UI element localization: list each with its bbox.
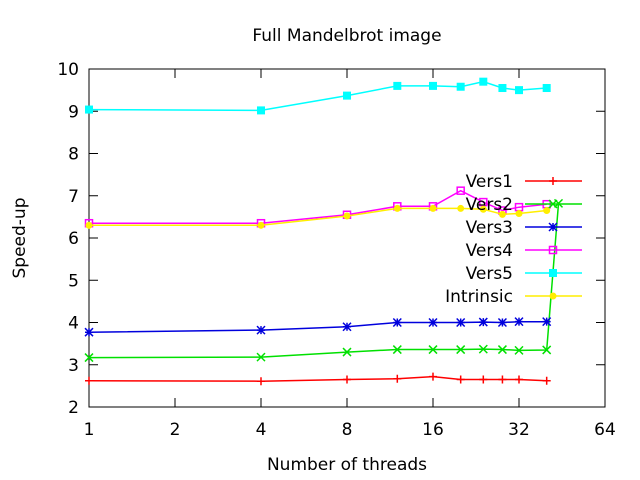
- data-point-intrinsic: [343, 212, 351, 220]
- data-point-vers1: [456, 375, 465, 384]
- x-tick-label: 4: [256, 420, 267, 440]
- data-point-vers5: [456, 82, 465, 91]
- y-tick-label: 2: [68, 398, 79, 418]
- data-point-intrinsic: [393, 204, 401, 212]
- data-point-vers1: [429, 372, 437, 381]
- data-point-intrinsic: [498, 210, 506, 218]
- data-point-intrinsic: [457, 204, 465, 212]
- data-point-vers1: [393, 374, 402, 383]
- legend-label-vers5: Vers5: [466, 264, 513, 284]
- data-point-vers5: [498, 84, 507, 93]
- series-line-vers1: [88, 375, 547, 382]
- legend-marker-vers3: [548, 222, 558, 232]
- data-point-vers2: [514, 345, 524, 355]
- data-point-vers5: [85, 105, 93, 114]
- series-line-vers3: [88, 320, 547, 333]
- data-point-vers2: [542, 345, 552, 355]
- data-series: [84, 77, 564, 386]
- data-point-vers3: [478, 317, 488, 327]
- data-point-vers5: [479, 77, 488, 86]
- legend-label-vers3: Vers3: [466, 218, 513, 238]
- data-point-vers5: [429, 81, 437, 90]
- plot-frame: [88, 68, 606, 408]
- legend-marker-intrinsic: [549, 292, 557, 300]
- data-point-vers1: [343, 375, 351, 384]
- chart-title: Full Mandelbrot image: [252, 26, 441, 46]
- y-tick-label: 5: [68, 271, 79, 291]
- data-point-vers3: [84, 327, 94, 337]
- data-point-intrinsic: [543, 207, 551, 215]
- x-tick-label: 16: [422, 420, 444, 440]
- series-line-vers5: [88, 80, 547, 112]
- data-point-intrinsic: [479, 205, 487, 213]
- data-point-intrinsic: [257, 221, 265, 229]
- data-point-vers1: [542, 376, 551, 385]
- series-intrinsic: [85, 204, 551, 229]
- data-point-vers3: [428, 317, 438, 328]
- legend-label-vers4: Vers4: [466, 241, 513, 261]
- data-point-vers2: [392, 345, 402, 355]
- data-point-vers3: [514, 317, 524, 327]
- data-point-vers3: [342, 322, 352, 332]
- data-point-intrinsic: [515, 209, 523, 217]
- y-tick-label: 6: [68, 229, 79, 249]
- data-point-vers2: [478, 344, 488, 354]
- data-point-intrinsic: [429, 204, 437, 212]
- data-point-vers3: [542, 317, 552, 327]
- series-vers5: [85, 77, 551, 115]
- data-point-vers5: [515, 86, 523, 95]
- data-point-vers1: [257, 377, 265, 386]
- data-point-vers2: [342, 347, 352, 357]
- x-tick-label: 1: [84, 420, 95, 440]
- data-point-vers3: [392, 317, 402, 328]
- series-line-vers4: [89, 189, 547, 224]
- data-point-vers2: [256, 352, 266, 362]
- data-point-vers2: [84, 353, 94, 363]
- legend-label-intrinsic: Intrinsic: [445, 287, 513, 307]
- series-line-intrinsic: [89, 207, 547, 227]
- x-tick-label: 64: [594, 420, 616, 440]
- legend-marker-vers4: [548, 245, 558, 255]
- data-point-vers1: [479, 375, 488, 384]
- data-point-vers1: [498, 375, 507, 384]
- legend-label-vers2: Vers2: [466, 195, 513, 215]
- data-point-vers3: [256, 325, 266, 335]
- data-point-vers4: [456, 186, 465, 195]
- data-point-vers2: [456, 345, 466, 355]
- data-point-vers2: [428, 345, 438, 355]
- y-tick-label: 4: [68, 314, 79, 334]
- series-vers1: [85, 372, 551, 386]
- legend-marker-vers5: [549, 269, 557, 277]
- x-tick-label: 2: [170, 420, 181, 440]
- series-vers3: [84, 317, 552, 337]
- data-point-vers1: [85, 376, 93, 385]
- data-point-vers5: [257, 106, 265, 115]
- x-tick-label: 8: [342, 420, 353, 440]
- series-vers2: [84, 198, 564, 363]
- data-point-vers5: [542, 84, 551, 93]
- data-point-intrinsic: [85, 221, 93, 229]
- legend-marker-vers1: [549, 177, 557, 185]
- data-point-vers1: [515, 375, 523, 384]
- data-point-vers2: [497, 345, 507, 355]
- data-point-vers5: [393, 81, 402, 90]
- legend-label-vers1: Vers1: [466, 172, 513, 192]
- legend-marker-vers2: [548, 199, 558, 209]
- data-point-vers3: [497, 317, 507, 328]
- y-tick-label: 9: [68, 102, 79, 122]
- y-tick-label: 3: [68, 356, 79, 376]
- y-tick-label: 8: [68, 145, 79, 165]
- data-point-vers4: [479, 197, 488, 207]
- x-axis-label: Number of threads: [267, 455, 427, 475]
- data-point-vers3: [456, 317, 466, 328]
- y-tick-label: 7: [68, 187, 79, 207]
- legend: Vers1 Vers2 Vers3 Vers4 Vers5 Intrinsic: [445, 172, 582, 307]
- y-axis-label: Speed-up: [10, 198, 30, 279]
- y-tick-label: 10: [57, 60, 79, 80]
- data-point-vers5: [343, 91, 351, 100]
- x-tick-label: 32: [508, 420, 530, 440]
